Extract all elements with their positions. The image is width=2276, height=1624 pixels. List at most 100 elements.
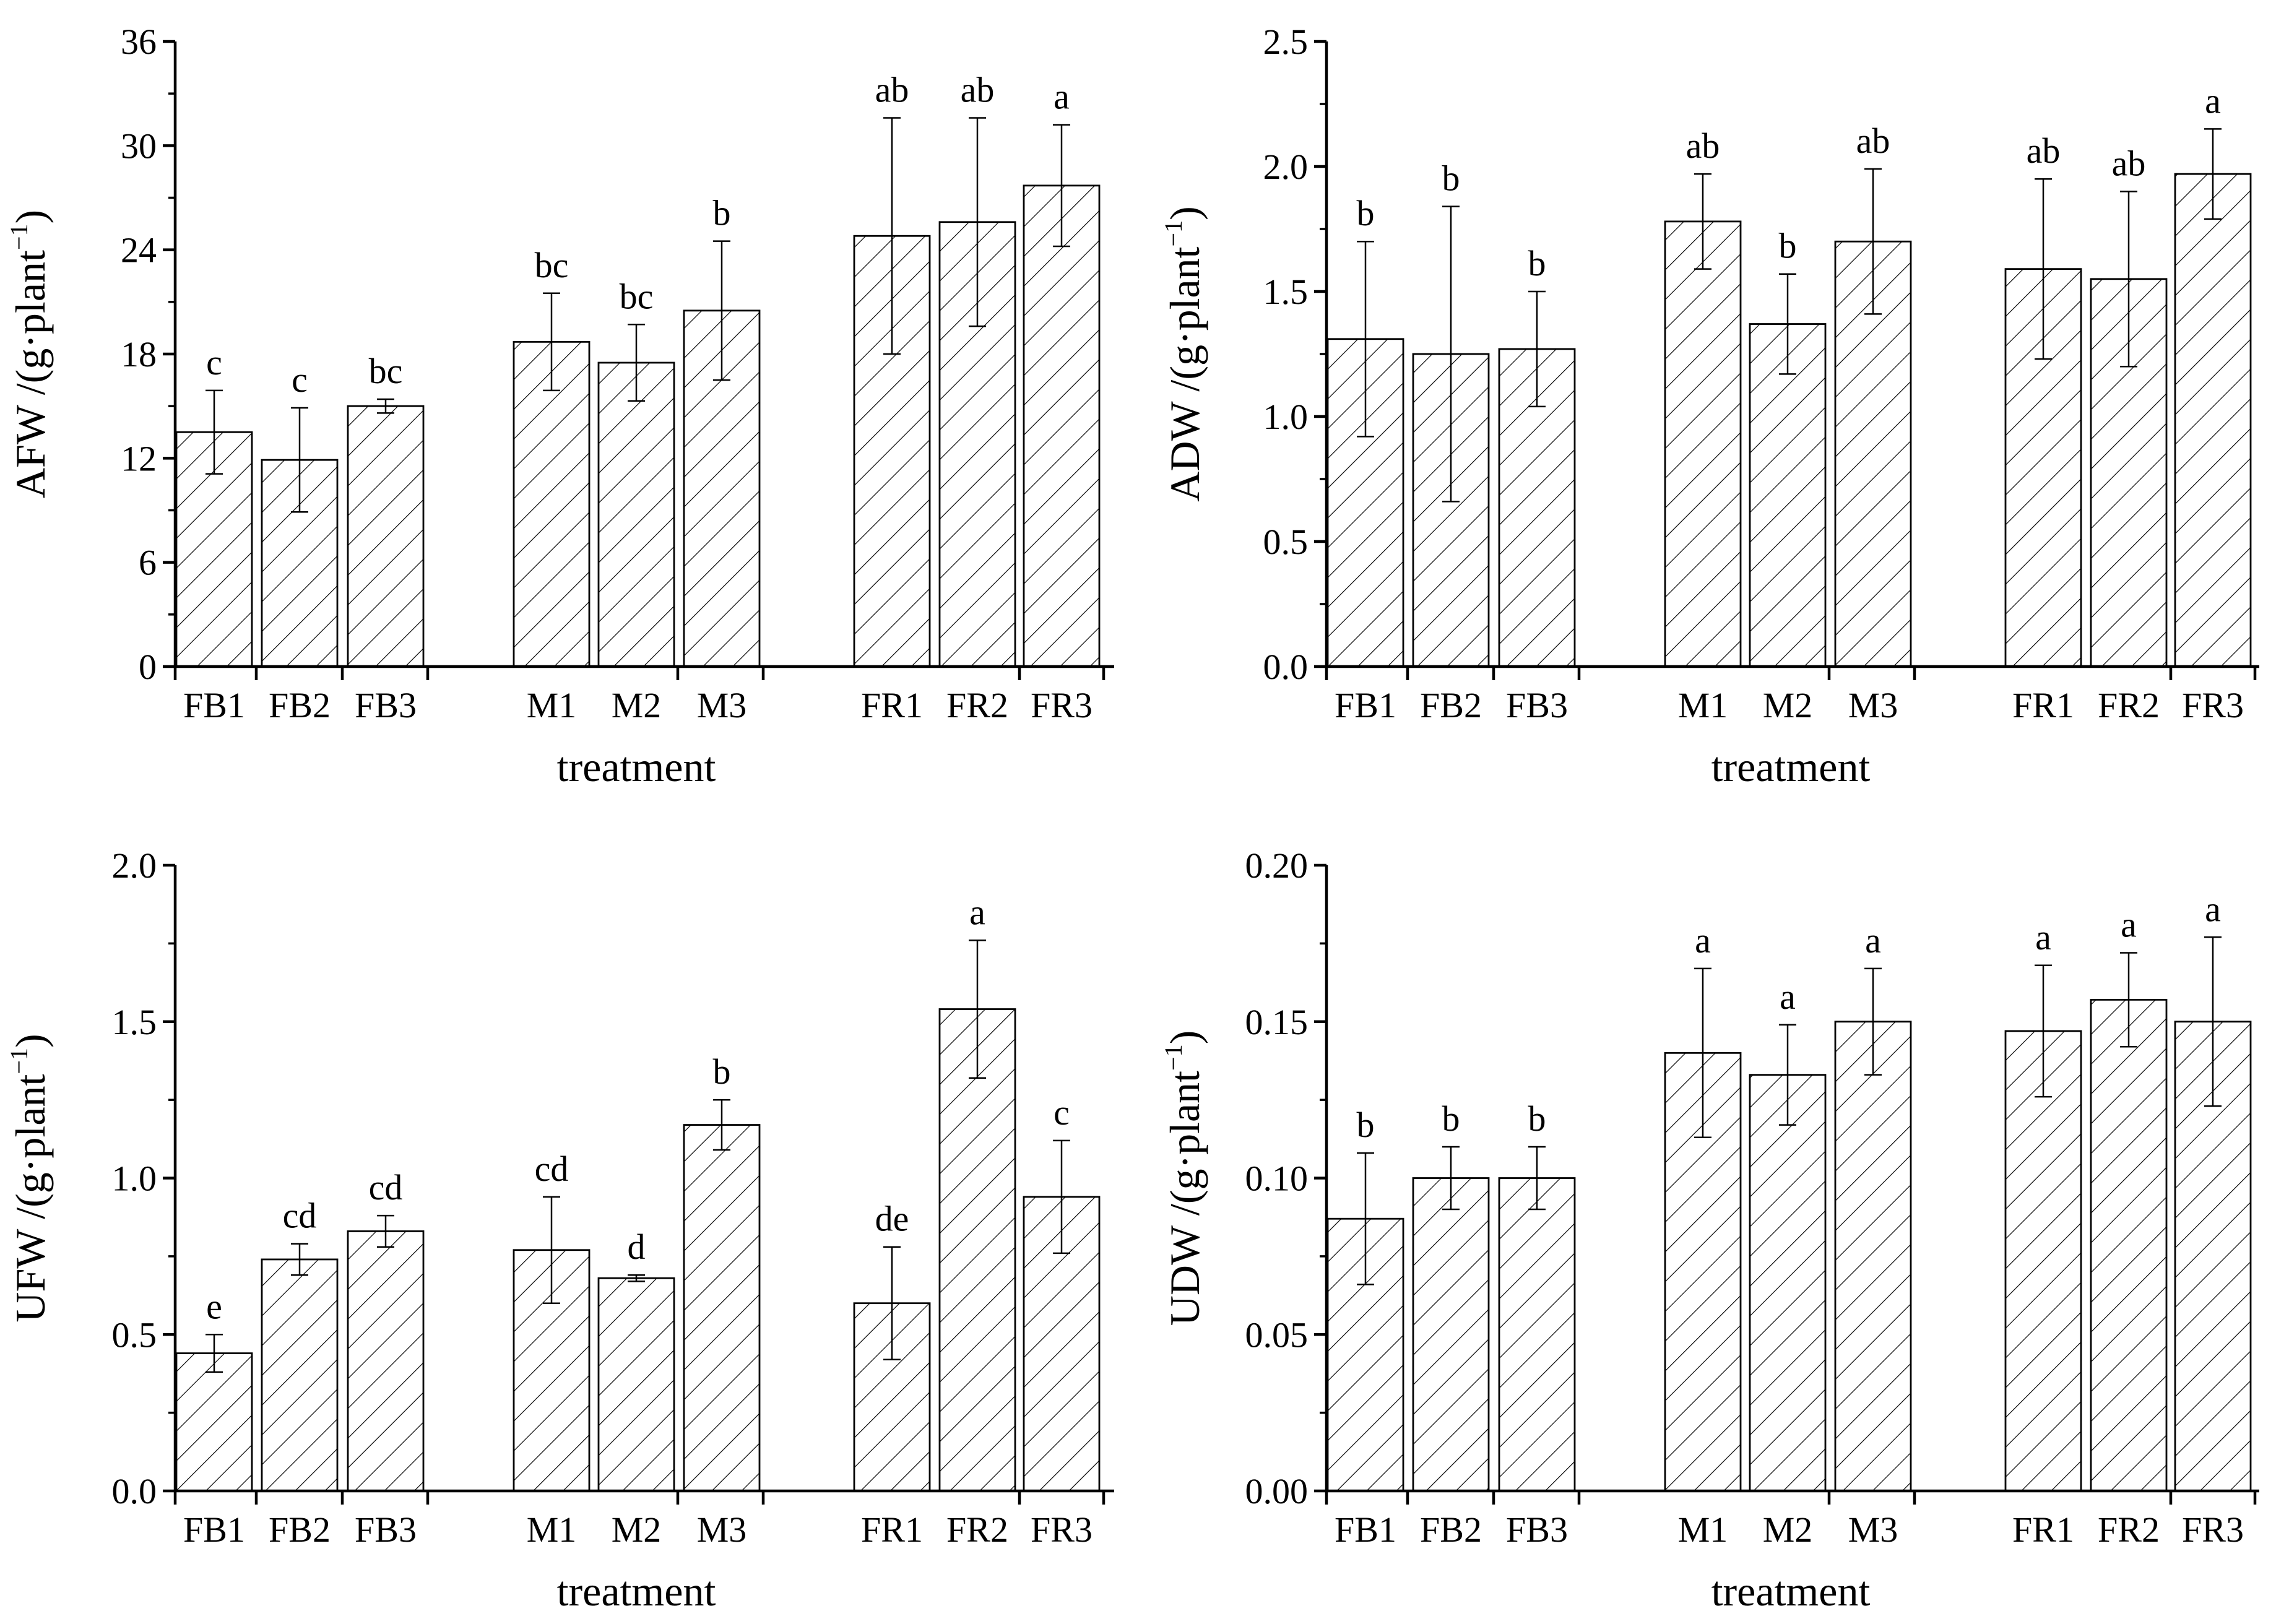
bar-fb2 [1412, 1177, 1490, 1492]
category-label: FR2 [946, 1510, 1008, 1550]
bar-m1 [1664, 220, 1742, 668]
significance-letter: b [1528, 1099, 1546, 1139]
significance-letter: cd [535, 1149, 569, 1189]
y-tick-label: 6 [139, 543, 157, 583]
y-tick-label: 18 [121, 334, 157, 374]
y-axis-title-main: AFW /(g·plant [7, 250, 54, 498]
y-tick-label: 0 [139, 647, 157, 687]
y-tick-label: 0.05 [1245, 1315, 1309, 1355]
significance-letter: b [1357, 1105, 1375, 1145]
category-label: FR3 [2182, 685, 2244, 725]
category-label: FR1 [861, 685, 923, 725]
x-axis-title: treatment [557, 1568, 716, 1615]
significance-letter: bc [620, 276, 654, 316]
bar-fb3 [347, 1230, 425, 1492]
significance-letter: ab [2112, 143, 2146, 183]
significance-letter: bc [535, 245, 569, 285]
y-tick-label: 2.0 [112, 845, 157, 886]
y-tick-label: 0.10 [1245, 1159, 1309, 1199]
category-label: FB3 [1506, 1510, 1568, 1550]
category-label: M1 [527, 1510, 577, 1550]
significance-letter: a [2121, 905, 2137, 945]
category-label: M2 [612, 1510, 662, 1550]
y-axis-title-main: ADW /(g·plant [1161, 246, 1208, 501]
significance-letter: bc [369, 351, 403, 391]
significance-letter: ab [875, 69, 909, 110]
significance-letter: de [875, 1199, 909, 1239]
category-label: FB2 [1420, 1510, 1482, 1550]
y-axis-title-superscript: −1 [5, 224, 33, 251]
category-label: FR2 [2098, 685, 2160, 725]
significance-letter: cd [369, 1167, 403, 1207]
y-tick-label: 0.15 [1245, 1002, 1309, 1042]
bar-fb3 [347, 405, 425, 668]
y-tick-label: 0.00 [1245, 1471, 1309, 1511]
y-tick-label: 0.0 [112, 1471, 157, 1511]
category-label: M1 [1678, 685, 1728, 725]
y-tick-label: 12 [121, 438, 157, 478]
panel-udw: b b b a a a a a a 0.00 0.05 0.10 0.15 0.20 FB1 FB2 FB3 M1… [1159, 845, 2259, 1615]
y-tick-label: 1.5 [112, 1002, 157, 1042]
bar-fr3 [2174, 173, 2252, 668]
significance-letter: e [206, 1286, 222, 1326]
y-tick-label: 24 [121, 230, 157, 270]
significance-letter: cd [283, 1196, 317, 1236]
significance-letter: a [2035, 917, 2051, 957]
category-label: M2 [1763, 685, 1813, 725]
significance-letter: b [1528, 243, 1546, 283]
significance-letter: b [1442, 1099, 1460, 1139]
significance-letter: a [1054, 77, 1070, 117]
bar-m2 [597, 361, 675, 668]
significance-letter: ab [1856, 121, 1890, 161]
bar-fb1 [175, 1352, 253, 1492]
category-label: FR1 [861, 1510, 923, 1550]
significance-letter: a [2205, 80, 2221, 121]
y-axis-title-main: UFW /(g·plant [7, 1074, 54, 1322]
y-axis-title: ADW /(g·plant−1) [1159, 206, 1208, 502]
category-label: FB2 [1420, 685, 1482, 725]
category-label: FB1 [1335, 1510, 1396, 1550]
category-label: FB1 [183, 685, 245, 725]
panel-ufw: e cd cd cd d b de a c 0.0 0.5 1.0 1.5 2.0 FB1 FB2 FB3 M1 M… [5, 845, 1114, 1615]
y-tick-label: 0.20 [1245, 845, 1309, 886]
y-axis-title-tail: ) [7, 210, 54, 224]
bar-m3 [683, 1124, 761, 1492]
significance-letter: b [713, 193, 731, 233]
category-label: FR3 [1031, 1510, 1093, 1550]
significance-letter: b [1779, 226, 1797, 266]
bar-fr1 [2004, 1030, 2082, 1492]
y-tick-label: 1.0 [112, 1159, 157, 1199]
bar-m3 [1834, 1021, 1912, 1492]
x-axis-title: treatment [1711, 743, 1871, 790]
y-axis-title-superscript: −1 [5, 1048, 33, 1074]
category-label: M1 [1678, 1510, 1728, 1550]
category-label: M3 [1848, 685, 1898, 725]
significance-letter: d [628, 1227, 646, 1267]
significance-letter: a [969, 892, 985, 932]
x-axis-title: treatment [1711, 1568, 1871, 1615]
bar-fr2 [2090, 998, 2168, 1492]
category-label: M3 [697, 685, 747, 725]
significance-letter: a [1780, 977, 1796, 1017]
significance-letter: a [1865, 920, 1881, 961]
significance-letter: a [2205, 889, 2221, 929]
category-label: FB3 [1506, 685, 1568, 725]
significance-letter: c [292, 360, 308, 400]
category-label: M2 [1763, 1510, 1813, 1550]
significance-letter: b [713, 1052, 731, 1092]
category-label: FR3 [2182, 1510, 2244, 1550]
y-axis-title-tail: ) [7, 1034, 54, 1048]
y-axis-title-superscript: −1 [1159, 220, 1187, 247]
panel-afw: c c bc bc bc b ab ab a 0 6 12 18 24 30 36 FB1 FB2 FB3 M1 M2 M… [5, 22, 1114, 790]
bar-fb3 [1498, 1177, 1576, 1492]
significance-letter: a [1695, 920, 1711, 961]
bar-fr3 [1023, 184, 1101, 668]
category-label: FB1 [183, 1510, 245, 1550]
y-tick-label: 0.5 [112, 1315, 157, 1355]
bar-m2 [1749, 323, 1827, 668]
category-label: FB3 [355, 1510, 417, 1550]
y-tick-label: 2.5 [1263, 22, 1309, 62]
bar-m2 [597, 1277, 675, 1492]
category-label: FB1 [1335, 685, 1396, 725]
